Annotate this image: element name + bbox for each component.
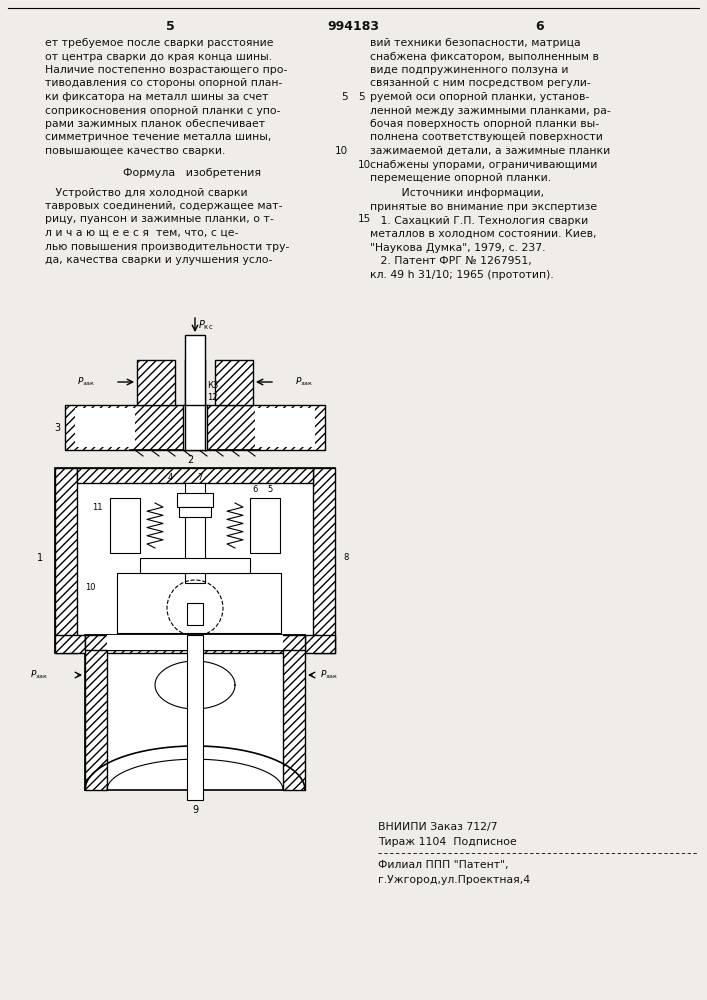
Text: связанной с ним посредством регули-: связанной с ним посредством регули- bbox=[370, 79, 591, 89]
Bar bbox=[137, 360, 175, 405]
Text: 6: 6 bbox=[536, 20, 544, 33]
Text: Устройство для холодной сварки: Устройство для холодной сварки bbox=[45, 188, 247, 198]
Text: $P_{\rm кс}$: $P_{\rm кс}$ bbox=[198, 318, 214, 332]
Bar bbox=[187, 635, 203, 800]
Text: 12: 12 bbox=[207, 393, 218, 402]
Bar bbox=[283, 635, 305, 790]
Text: 15: 15 bbox=[358, 215, 371, 225]
Text: Филиал ППП "Патент",: Филиал ППП "Патент", bbox=[378, 860, 508, 870]
Bar bbox=[250, 498, 280, 553]
Text: Наличие постепенно возрастающего про-: Наличие постепенно возрастающего про- bbox=[45, 65, 287, 75]
Text: 7: 7 bbox=[197, 474, 203, 483]
Text: рицу, пуансон и зажимные планки, о т-: рицу, пуансон и зажимные планки, о т- bbox=[45, 215, 274, 225]
Bar bbox=[117, 573, 281, 633]
Text: 5: 5 bbox=[165, 20, 175, 33]
Text: 11: 11 bbox=[93, 504, 103, 512]
Text: л и ч а ю щ е е с я  тем, что, с це-: л и ч а ю щ е е с я тем, что, с це- bbox=[45, 228, 238, 238]
Text: ВНИИПИ Заказ 712/7: ВНИИПИ Заказ 712/7 bbox=[378, 822, 498, 832]
Text: 1: 1 bbox=[37, 553, 43, 563]
Text: Формула   изобретения: Формула изобретения bbox=[123, 167, 261, 178]
Bar bbox=[85, 635, 305, 790]
Bar bbox=[85, 635, 107, 790]
Text: "Наукова Думка", 1979, с. 237.: "Наукова Думка", 1979, с. 237. bbox=[370, 242, 546, 253]
Text: кл. 49 h 31/10; 1965 (прототип).: кл. 49 h 31/10; 1965 (прототип). bbox=[370, 269, 554, 279]
Text: зажимаемой детали, а зажимные планки: зажимаемой детали, а зажимные планки bbox=[370, 146, 610, 156]
Bar bbox=[75, 408, 135, 447]
Bar bbox=[187, 603, 203, 625]
Text: перемещение опорной планки.: перемещение опорной планки. bbox=[370, 173, 551, 183]
Bar bbox=[77, 468, 313, 483]
Text: повышающее качество сварки.: повышающее качество сварки. bbox=[45, 146, 226, 156]
Bar bbox=[185, 483, 205, 583]
Text: ки фиксатора на металл шины за счет: ки фиксатора на металл шины за счет bbox=[45, 92, 269, 102]
Bar bbox=[110, 498, 140, 553]
Text: 994183: 994183 bbox=[327, 20, 379, 33]
Text: да, качества сварки и улучшения усло-: да, качества сварки и улучшения усло- bbox=[45, 255, 272, 265]
Text: ет требуемое после сварки расстояние: ет требуемое после сварки расстояние bbox=[45, 38, 274, 48]
Bar bbox=[185, 360, 205, 405]
Bar bbox=[255, 408, 315, 447]
Text: тиводавления со стороны опорной план-: тиводавления со стороны опорной план- bbox=[45, 79, 282, 89]
Bar bbox=[177, 493, 213, 507]
Bar bbox=[313, 468, 335, 653]
Bar bbox=[85, 635, 305, 650]
Bar bbox=[65, 405, 325, 450]
Text: $P_{\rm зак}$: $P_{\rm зак}$ bbox=[76, 376, 95, 388]
Text: 4: 4 bbox=[168, 474, 173, 483]
Text: снабжена фиксатором, выполненным в: снабжена фиксатором, выполненным в bbox=[370, 51, 599, 62]
Text: 3: 3 bbox=[54, 423, 60, 433]
Text: симметричное течение металла шины,: симметричное течение металла шины, bbox=[45, 132, 271, 142]
Text: бочая поверхность опорной планки вы-: бочая поверхность опорной планки вы- bbox=[370, 119, 599, 129]
Text: 5: 5 bbox=[358, 92, 365, 102]
Text: 10: 10 bbox=[358, 159, 371, 169]
Text: г.Ужгород,ул.Проектная,4: г.Ужгород,ул.Проектная,4 bbox=[378, 875, 530, 885]
Text: лью повышения производительности тру-: лью повышения производительности тру- bbox=[45, 241, 289, 251]
Bar bbox=[107, 635, 283, 650]
Text: руемой оси опорной планки, установ-: руемой оси опорной планки, установ- bbox=[370, 92, 589, 102]
Text: Источники информации,: Источники информации, bbox=[370, 188, 544, 198]
Text: 10: 10 bbox=[85, 584, 95, 592]
Text: 5: 5 bbox=[267, 486, 273, 494]
Text: $P_{\rm зак}$: $P_{\rm зак}$ bbox=[295, 376, 313, 388]
Text: 5: 5 bbox=[341, 92, 348, 102]
Text: виде подпружиненного ползуна и: виде подпружиненного ползуна и bbox=[370, 65, 568, 75]
Text: соприкосновения опорной планки с упо-: соприкосновения опорной планки с упо- bbox=[45, 105, 281, 115]
Bar bbox=[55, 468, 335, 653]
Text: вий техники безопасности, матрица: вий техники безопасности, матрица bbox=[370, 38, 580, 48]
Text: ленной между зажимными планками, ра-: ленной между зажимными планками, ра- bbox=[370, 105, 611, 115]
Text: 2. Патент ФРГ № 1267951,: 2. Патент ФРГ № 1267951, bbox=[370, 256, 532, 266]
Text: рами зажимных планок обеспечивает: рами зажимных планок обеспечивает bbox=[45, 119, 265, 129]
Bar bbox=[55, 635, 335, 653]
Text: 2: 2 bbox=[187, 455, 193, 465]
Bar bbox=[179, 507, 211, 517]
Text: тавровых соединений, содержащее мат-: тавровых соединений, содержащее мат- bbox=[45, 201, 283, 211]
Text: металлов в холодном состоянии. Киев,: металлов в холодном состоянии. Киев, bbox=[370, 229, 597, 239]
Bar bbox=[185, 335, 205, 405]
Text: полнена соответствующей поверхности: полнена соответствующей поверхности bbox=[370, 132, 603, 142]
Text: $P_{\rm зак}$: $P_{\rm зак}$ bbox=[30, 669, 48, 681]
Text: 9: 9 bbox=[192, 805, 198, 815]
Text: от центра сварки до края конца шины.: от центра сварки до края конца шины. bbox=[45, 51, 272, 62]
Text: 1. Сахацкий Г.П. Технология сварки: 1. Сахацкий Г.П. Технология сварки bbox=[370, 216, 588, 226]
Bar bbox=[140, 558, 250, 573]
Text: принятые во внимание при экспертизе: принятые во внимание при экспертизе bbox=[370, 202, 597, 212]
Bar bbox=[55, 468, 77, 653]
Text: К3: К3 bbox=[207, 380, 218, 389]
Bar bbox=[183, 405, 207, 450]
Text: 10: 10 bbox=[335, 146, 348, 156]
Text: $P_{\rm зак}$: $P_{\rm зак}$ bbox=[320, 669, 339, 681]
Text: 6: 6 bbox=[252, 486, 257, 494]
Text: снабжены упорами, ограничивающими: снабжены упорами, ограничивающими bbox=[370, 159, 597, 169]
Text: 8: 8 bbox=[343, 554, 349, 562]
Bar bbox=[215, 360, 253, 405]
Text: Тираж 1104  Подписное: Тираж 1104 Подписное bbox=[378, 837, 517, 847]
